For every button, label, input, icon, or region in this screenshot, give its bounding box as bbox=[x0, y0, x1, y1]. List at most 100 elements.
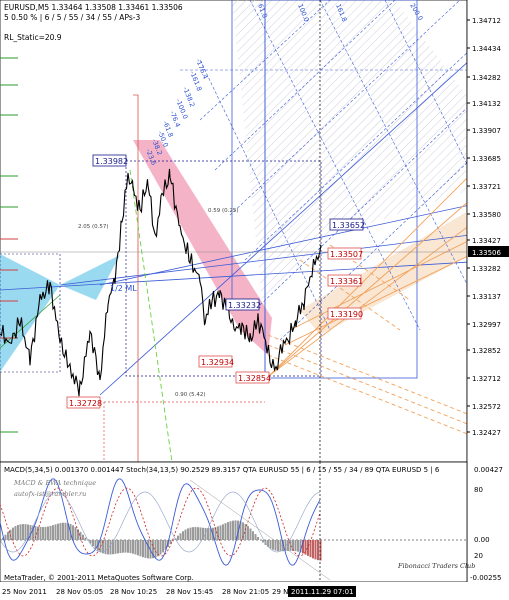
macd-bar bbox=[92, 540, 94, 547]
fib-090-label: 0.90 (5.42) bbox=[175, 392, 206, 398]
time-label: 29 N bbox=[272, 588, 288, 596]
macd-bar bbox=[192, 527, 194, 540]
macd-bar bbox=[244, 524, 247, 540]
macd-bar bbox=[12, 527, 14, 540]
red-price-box[interactable]: 1.33190 bbox=[327, 307, 363, 320]
current-price-tag bbox=[468, 246, 509, 257]
macd-bar bbox=[54, 524, 57, 540]
macd-bar bbox=[277, 540, 279, 552]
macd-bar bbox=[242, 522, 244, 540]
macd-bar bbox=[302, 540, 304, 554]
macd-bar bbox=[42, 527, 44, 540]
left-levels-red bbox=[0, 238, 18, 339]
sub-axis-label: 0.00427 bbox=[474, 466, 503, 474]
time-label: 28 Nov 15:45 bbox=[166, 588, 213, 596]
macd-bar bbox=[247, 526, 249, 540]
macd-bar bbox=[287, 540, 289, 551]
price-axis-label: 1.33721 bbox=[472, 183, 501, 191]
macd-bar bbox=[294, 540, 297, 552]
stoch-secondary-line bbox=[0, 491, 321, 553]
macd-bar bbox=[224, 523, 227, 540]
svg-text:1.33507: 1.33507 bbox=[330, 250, 363, 259]
macd-bar bbox=[17, 524, 19, 540]
macd-bar bbox=[14, 526, 17, 540]
macd-bar bbox=[74, 527, 77, 540]
macd-bar bbox=[217, 526, 219, 540]
blue-price-box[interactable]: 1.33982 bbox=[92, 154, 128, 167]
red-price-box[interactable]: 1.32728 bbox=[66, 396, 102, 409]
macd-bar bbox=[117, 540, 119, 554]
macd-bar bbox=[72, 525, 74, 540]
red-price-box[interactable]: 1.32854 bbox=[235, 371, 271, 384]
price-axis[interactable]: 1.34712 1.34434 1.34282 1.34132 1.33907 1.336… bbox=[466, 0, 509, 582]
macd-bar bbox=[27, 524, 29, 540]
macd-bar bbox=[24, 524, 27, 540]
macd-bar bbox=[82, 534, 84, 540]
red-price-box[interactable]: 1.33507 bbox=[327, 247, 363, 260]
blue-price-box[interactable]: 1.33652 bbox=[329, 218, 365, 231]
macd-bar bbox=[207, 528, 209, 540]
macd-bar bbox=[232, 520, 234, 540]
macd-bar bbox=[272, 540, 274, 550]
macd-bar bbox=[284, 540, 287, 552]
macd-bar bbox=[249, 528, 252, 540]
macd-bar bbox=[164, 540, 167, 550]
stoch-signal-line bbox=[0, 487, 321, 557]
macd-bar bbox=[172, 540, 174, 542]
blue-price-box[interactable]: 1.33232 bbox=[225, 298, 261, 311]
macd-bar bbox=[132, 540, 134, 554]
red-price-box[interactable]: 1.33361 bbox=[327, 274, 363, 287]
red-frame bbox=[133, 94, 139, 462]
macd-bar bbox=[227, 522, 229, 540]
blue-frame bbox=[264, 0, 418, 379]
rl-static-label: RL_Static=20.9 bbox=[4, 33, 62, 42]
macd-bar bbox=[142, 540, 144, 558]
macd-bar bbox=[309, 540, 312, 558]
macd-bar bbox=[159, 540, 162, 555]
chart-header-line2: 5 0.50 % | 6 / 5 / 55 / 34 / 55 / APs-3 bbox=[4, 13, 140, 22]
macd-bar bbox=[184, 529, 187, 540]
macd-bar bbox=[299, 540, 302, 553]
macd-bar bbox=[62, 522, 64, 540]
macd-bar bbox=[84, 537, 87, 540]
macd-bar bbox=[314, 540, 317, 560]
indicator-window[interactable]: MACD(5,34,5) 0.001370 0.001447 Stoch(34,… bbox=[0, 461, 503, 583]
indicator-header: MACD(5,34,5) 0.001370 0.001447 Stoch(34,… bbox=[4, 466, 440, 474]
svg-text:1.32934: 1.32934 bbox=[201, 358, 234, 367]
macd-bar bbox=[254, 534, 257, 540]
current-price-text: 1.33506 bbox=[472, 249, 501, 257]
macd-bar bbox=[2, 537, 4, 540]
green-dashed-line bbox=[129, 169, 173, 462]
macd-bar bbox=[107, 540, 109, 555]
macd-bar bbox=[7, 532, 9, 540]
macd-bar bbox=[22, 524, 24, 540]
macd-bar bbox=[109, 540, 112, 555]
time-cursor-tag bbox=[288, 586, 356, 597]
price-axis-label: 1.32852 bbox=[472, 347, 501, 355]
macd-bar bbox=[187, 528, 189, 540]
macd-bar bbox=[114, 540, 117, 554]
time-label: 28 Nov 10:25 bbox=[110, 588, 157, 596]
svg-text:1.33361: 1.33361 bbox=[330, 277, 363, 286]
macd-bar bbox=[317, 540, 319, 561]
time-axis[interactable]: 25 Nov 2011 28 Nov 05:05 28 Nov 10:25 28… bbox=[0, 582, 509, 600]
macd-bar bbox=[34, 526, 37, 540]
red-price-box[interactable]: 1.32934 bbox=[198, 355, 234, 368]
price-axis-label: 1.34282 bbox=[472, 74, 501, 82]
macd-bar bbox=[239, 521, 242, 540]
macd-bar bbox=[269, 540, 272, 549]
macd-bar bbox=[104, 540, 107, 555]
price-axis-label: 1.33427 bbox=[472, 237, 501, 245]
price-axis-label: 1.34434 bbox=[472, 45, 501, 53]
macd-bar bbox=[219, 525, 222, 540]
macd-bar bbox=[267, 540, 269, 547]
sub-axis-label: 20 bbox=[474, 552, 483, 560]
macd-bar bbox=[89, 540, 92, 544]
half-ml-label: 1/2 ML bbox=[110, 284, 137, 293]
price-axis-label: 1.32427 bbox=[472, 429, 501, 437]
macd-bar bbox=[149, 540, 152, 559]
macd-bar bbox=[282, 540, 284, 552]
macd-bar bbox=[49, 525, 52, 540]
macd-bar bbox=[297, 540, 299, 552]
